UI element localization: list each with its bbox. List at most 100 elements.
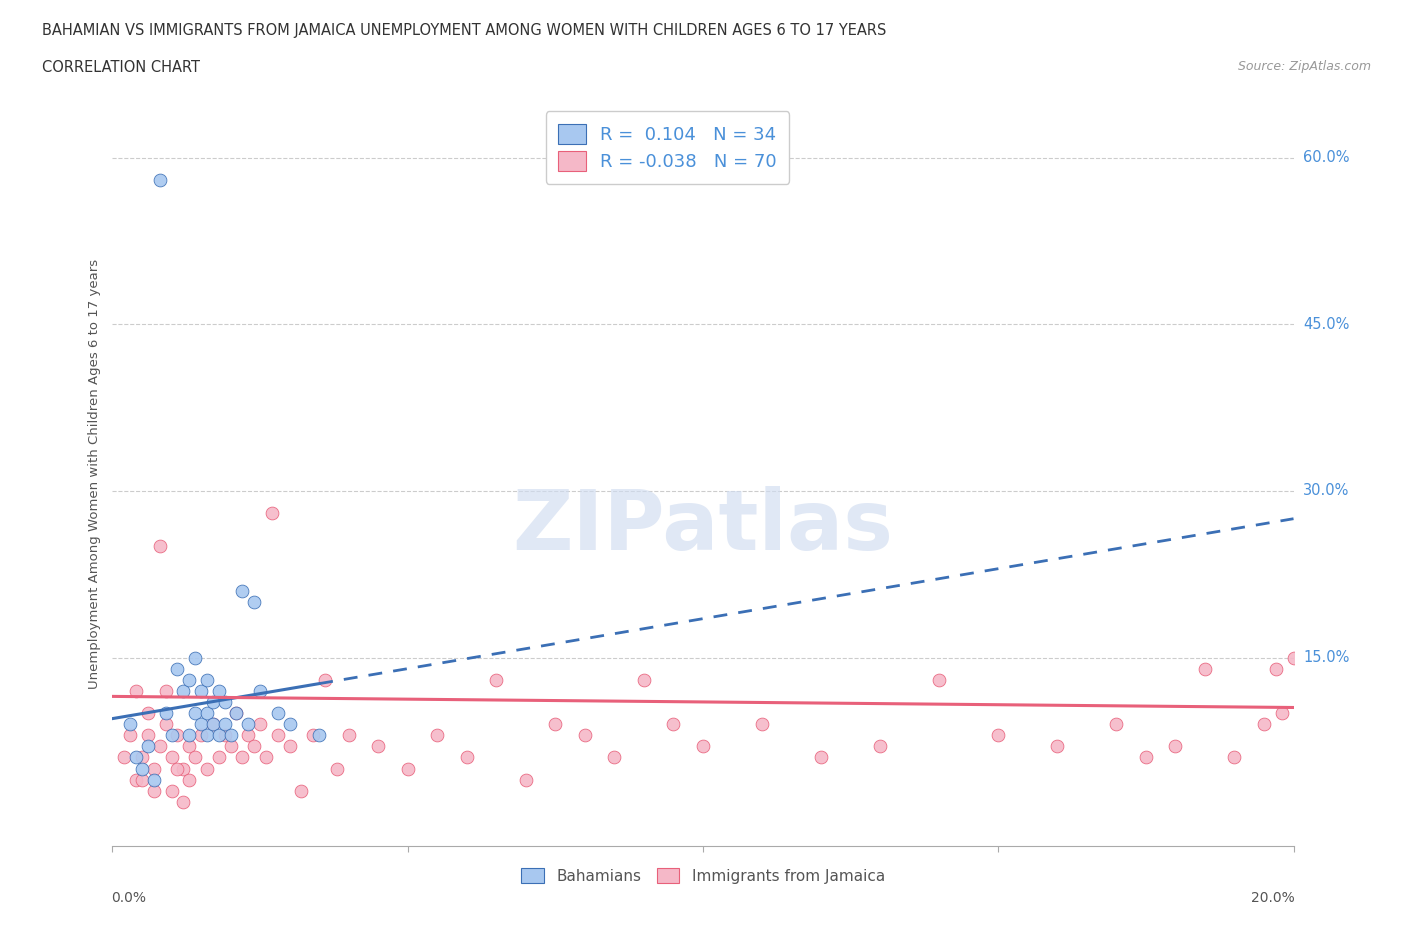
Point (485, 672, 508, 687)
Point (149, 173, 172, 188)
Point (1105, 717, 1128, 732)
Point (810, 750, 832, 764)
Point (201, 717, 224, 732)
Text: BAHAMIAN VS IMMIGRANTS FROM JAMAICA UNEMPLOYMENT AMONG WOMEN WITH CHILDREN AGES : BAHAMIAN VS IMMIGRANTS FROM JAMAICA UNEM… (42, 23, 887, 38)
Point (308, 728, 330, 743)
Point (225, 706, 247, 721)
Text: 30.0%: 30.0% (1303, 484, 1350, 498)
Point (142, 761, 165, 776)
Point (142, 772, 165, 787)
Point (1194, 661, 1216, 676)
Point (290, 783, 312, 798)
Point (574, 728, 596, 743)
Text: 0.0%: 0.0% (111, 891, 146, 905)
Point (155, 717, 177, 732)
Point (166, 661, 188, 676)
Point (544, 717, 567, 732)
Point (208, 684, 231, 698)
Point (367, 739, 389, 754)
Point (120, 717, 142, 732)
Point (214, 728, 236, 743)
Point (160, 750, 183, 764)
Point (751, 717, 773, 732)
Point (160, 783, 183, 798)
Point (254, 750, 277, 764)
Point (243, 739, 266, 754)
Point (172, 684, 194, 698)
Text: 15.0%: 15.0% (1303, 650, 1350, 665)
Point (987, 728, 1010, 743)
Point (214, 695, 236, 710)
Point (131, 750, 153, 764)
Point (179, 772, 201, 787)
Point (179, 739, 201, 754)
Point (267, 706, 290, 721)
Point (219, 728, 242, 743)
Point (184, 650, 207, 665)
Point (1271, 706, 1294, 721)
Point (201, 717, 224, 732)
Point (426, 728, 449, 743)
Point (278, 717, 301, 732)
Point (231, 583, 253, 598)
Point (179, 728, 201, 743)
Point (1046, 739, 1069, 754)
Point (662, 717, 685, 732)
Legend: Bahamians, Immigrants from Jamaica: Bahamians, Immigrants from Jamaica (510, 857, 896, 895)
Point (337, 728, 360, 743)
Point (928, 672, 950, 687)
Point (278, 739, 301, 754)
Point (131, 761, 153, 776)
Point (1264, 661, 1286, 676)
Point (120, 728, 142, 743)
Point (125, 684, 148, 698)
Point (260, 506, 283, 521)
Text: ZIPatlas: ZIPatlas (513, 485, 893, 567)
Point (195, 761, 218, 776)
Point (125, 750, 148, 764)
Point (302, 728, 325, 743)
Point (160, 728, 183, 743)
Point (692, 739, 714, 754)
Point (603, 750, 626, 764)
Point (219, 739, 242, 754)
Point (136, 739, 159, 754)
Point (633, 672, 655, 687)
Text: 45.0%: 45.0% (1303, 317, 1350, 332)
Point (172, 761, 194, 776)
Point (179, 672, 201, 687)
Point (142, 783, 165, 798)
Y-axis label: Unemployment Among Women with Children Ages 6 to 17 years: Unemployment Among Women with Children A… (89, 259, 101, 689)
Point (1282, 650, 1305, 665)
Point (195, 728, 218, 743)
Point (249, 717, 271, 732)
Point (225, 706, 247, 721)
Text: 20.0%: 20.0% (1251, 891, 1295, 905)
Point (238, 717, 260, 732)
Point (190, 717, 212, 732)
Point (396, 761, 419, 776)
Point (243, 594, 266, 609)
Point (249, 684, 271, 698)
Point (190, 684, 212, 698)
Text: Source: ZipAtlas.com: Source: ZipAtlas.com (1237, 60, 1371, 73)
Point (195, 672, 218, 687)
Point (1135, 750, 1157, 764)
Point (155, 684, 177, 698)
Point (238, 728, 260, 743)
Point (314, 672, 336, 687)
Point (1164, 739, 1187, 754)
Point (1223, 750, 1246, 764)
Point (166, 728, 188, 743)
Point (149, 739, 172, 754)
Point (1253, 717, 1275, 732)
Point (208, 750, 231, 764)
Point (166, 761, 188, 776)
Point (231, 750, 253, 764)
Point (136, 728, 159, 743)
Point (184, 750, 207, 764)
Text: 60.0%: 60.0% (1303, 151, 1350, 166)
Point (326, 761, 349, 776)
Point (267, 728, 290, 743)
Text: CORRELATION CHART: CORRELATION CHART (42, 60, 200, 75)
